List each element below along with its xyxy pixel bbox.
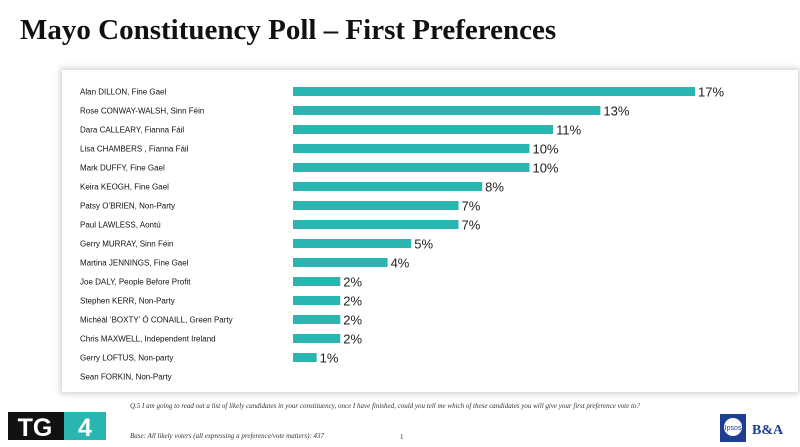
data-label: 11% <box>556 123 581 138</box>
tg4-logo-black-block <box>8 412 64 440</box>
category-label: Paul LAWLESS, Aontú <box>80 221 161 230</box>
tg4-logo: TG 4 <box>8 412 106 442</box>
data-label: 1% <box>320 351 339 366</box>
chart-panel: Alan DILLON, Fine Gael 17% Rose CONWAY-WAL… <box>62 70 798 392</box>
category-label: Dara CALLEARY, Fianna Fáil <box>80 126 184 135</box>
bar <box>293 353 317 362</box>
data-label: 7% <box>462 218 481 233</box>
category-label: Michéál ‘BOXTY’ Ó CONAILL, Green Party <box>80 316 233 325</box>
tg4-logo-teal-block <box>64 412 106 440</box>
tg4-logo-number: 4 <box>78 414 92 442</box>
category-label: Joe DALY, People Before Profit <box>80 278 191 287</box>
ba-logo-text: B&A <box>752 423 784 438</box>
category-label: Rose CONWAY-WALSH, Sinn Féin <box>80 107 204 116</box>
bar <box>293 277 341 286</box>
data-label: 2% <box>343 275 362 290</box>
data-label: 10% <box>532 161 558 176</box>
ipsos-logo-circle <box>724 418 742 436</box>
data-label: 2% <box>343 332 362 347</box>
category-label: Martina JENNINGS, Fine Gael <box>80 259 189 268</box>
bar <box>293 87 695 96</box>
category-label: Keira KEOGH, Fine Gael <box>80 183 169 192</box>
data-label: 2% <box>343 294 362 309</box>
data-label: 8% <box>485 180 504 195</box>
data-label: 17% <box>698 85 724 100</box>
bar <box>293 163 530 172</box>
category-label: Gerry LOFTUS, Non-party <box>80 354 173 363</box>
bar <box>293 239 412 248</box>
category-label: Stephen KERR, Non-Party <box>80 297 175 306</box>
page-title: Mayo Constituency Poll – First Preferenc… <box>20 14 557 46</box>
base-footnote: Base: All likely voters (all expressing … <box>130 432 325 440</box>
category-label: Chris MAXWELL, Independent Ireland <box>80 335 216 344</box>
data-label: 5% <box>414 237 433 252</box>
tg4-logo-letters: TG <box>18 414 53 442</box>
bar <box>293 144 530 153</box>
bar <box>293 334 341 343</box>
bar <box>293 220 459 229</box>
question-footnote: Q.5 I am going to read out a list of lik… <box>130 402 640 410</box>
bar <box>293 258 388 267</box>
data-label: 13% <box>603 104 629 119</box>
data-label: 7% <box>462 199 481 214</box>
ipsos-ba-logo: Ipsos B&A <box>720 414 784 442</box>
category-label: Gerry MURRAY, Sinn Féin <box>80 240 174 249</box>
category-label: Mark DUFFY, Fine Gael <box>80 164 165 173</box>
category-label: Sean FORKIN, Non-Party <box>80 373 172 382</box>
data-label: 10% <box>532 142 558 157</box>
data-label: 4% <box>391 256 410 271</box>
page-number: 1 <box>400 433 404 441</box>
ipsos-logo-text: Ipsos <box>725 425 742 432</box>
category-label: Alan DILLON, Fine Gael <box>80 88 166 97</box>
data-label: 2% <box>343 313 362 328</box>
bar <box>293 201 459 210</box>
bar <box>293 106 601 115</box>
category-label: Patsy O’BRIEN, Non-Party <box>80 202 175 211</box>
bar-chart: Alan DILLON, Fine Gael 17% Rose CONWAY-WAL… <box>80 85 724 382</box>
bar <box>293 296 341 305</box>
bar <box>293 315 341 324</box>
bar <box>293 125 554 134</box>
bar <box>293 182 483 191</box>
category-label: Lisa CHAMBERS , Fianna Fáil <box>80 145 189 154</box>
